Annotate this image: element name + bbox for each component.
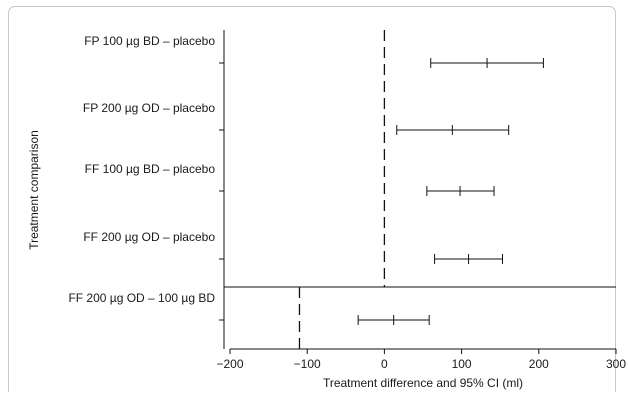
row-label: FF 100 µg BD – placebo [85,162,216,176]
x-tick-label: 0 [381,357,388,371]
row-label: FF 200 µg OD – 100 µg BD [68,291,215,305]
axes-group [223,30,616,350]
x-ticks: −200 −100 0 100 200 300 [216,349,626,371]
row-label: FP 200 µg OD – placebo [83,101,215,115]
x-tick-label: 100 [452,357,472,371]
row-label: FF 200 µg OD – placebo [83,230,215,244]
comparison-rows: FP 100 µg BD – placebo FP 200 µg OD – pla… [68,34,544,325]
y-axis-title: Treatment comparison [27,130,41,250]
figure-frame [8,6,616,392]
x-tick-label: 200 [529,357,549,371]
x-tick-label: 300 [606,357,626,371]
x-axis-title: Treatment difference and 95% CI (ml) [323,376,523,390]
row-label: FP 100 µg BD – placebo [84,34,215,48]
reference-lines [298,30,386,349]
x-tick-label: −200 [216,357,243,371]
x-tick-label: −100 [294,357,321,371]
